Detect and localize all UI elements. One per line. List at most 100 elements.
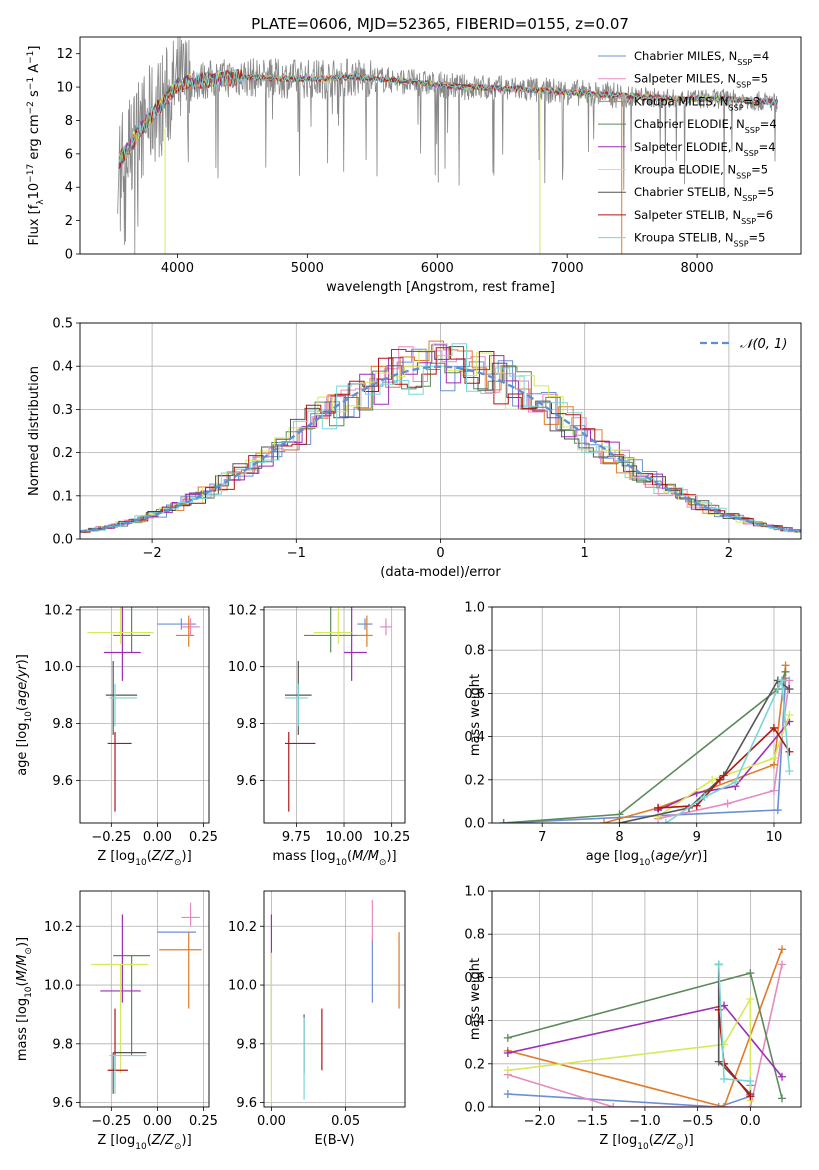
- label-part: )]: [15, 654, 30, 664]
- x-tick-label: −2.0: [524, 1114, 556, 1129]
- y-tick-label: 10.0: [44, 979, 73, 994]
- mass-weight-marker: [615, 810, 624, 819]
- y-tick-label: 0.6: [464, 687, 485, 702]
- x-axis-label: wavelength [Angstrom, rest frame]: [326, 280, 555, 295]
- mass-weight-marker: [503, 1049, 512, 1057]
- label-part: SSP: [729, 103, 744, 112]
- y-tick-label: 0.1: [52, 489, 73, 504]
- label-part: −1: [26, 51, 36, 64]
- x-tick-label: −1.0: [629, 1114, 661, 1129]
- x-tick-label: 5000: [291, 261, 324, 276]
- residual-histogram-panel: −2 −1 0 1 2 0.0 0.1 0.2 0.3 0.4 0.5 (data-model)/er…: [27, 317, 802, 580]
- spectrum-panel: 4000 5000 6000 7000 8000 0 2 4 6 8 10 12 wavelength …: [26, 36, 802, 295]
- x-tick-label: 10.00: [325, 830, 362, 845]
- y-tick-label: 12: [56, 47, 73, 62]
- x-axis-label: Z [log10(Z/Z⊙)]: [97, 1133, 191, 1152]
- label-part: SSP: [745, 126, 760, 135]
- label-part: =3: [744, 94, 761, 108]
- x-tick-label: 0.25: [189, 1114, 218, 1129]
- y-tick-label: 10.0: [228, 979, 257, 994]
- x-tick-label: 7000: [551, 261, 584, 276]
- y-tick-label: 0.0: [464, 1101, 485, 1116]
- mass-weight-marker: [654, 803, 663, 812]
- label-part: erg cm: [27, 114, 42, 163]
- label-part: ]: [27, 46, 42, 51]
- axes-frame: [263, 606, 406, 824]
- label-part: )]: [182, 1133, 192, 1148]
- y-tick-label: 0.8: [464, 928, 485, 943]
- y-tick-label: 0.4: [52, 360, 73, 375]
- label-part: M/M: [352, 849, 379, 864]
- plot-area: [91, 902, 202, 1094]
- x-tick-label: −0.5: [682, 1114, 714, 1129]
- plot-area: [270, 899, 400, 1103]
- label-part: E(B-V): [314, 1133, 354, 1148]
- label-part: 10: [24, 986, 34, 998]
- axes-frame: [491, 890, 802, 1108]
- mass-weight-marker: [700, 793, 709, 802]
- y-tick-label: 0.4: [464, 730, 485, 745]
- plot-area: [87, 607, 200, 812]
- label-part: =5: [751, 163, 768, 177]
- label-part: Salpeter MILES, N: [634, 72, 736, 86]
- x-axis-label: mass [log10(M/M⊙)]: [272, 849, 396, 868]
- y-tick-label: 9.8: [52, 717, 73, 732]
- x-tick-label: 10: [766, 830, 783, 845]
- label-part: age [log: [15, 723, 30, 776]
- axes-frame: [79, 322, 802, 540]
- label-part: 10: [637, 1142, 649, 1152]
- mass-weight-marker: [714, 1103, 723, 1107]
- legend-label: Chabrier ELODIE, NSSP=4: [634, 117, 777, 135]
- label-part: 10: [27, 183, 42, 200]
- y-tick-label: 0.5: [52, 317, 73, 332]
- mass-weight-marker: [778, 1072, 787, 1081]
- label-part: SSP: [744, 148, 759, 157]
- plot-area: [117, 37, 779, 254]
- x-tick-label: 9: [693, 830, 701, 845]
- label-part: Chabrier MILES, N: [634, 49, 737, 63]
- label-part: (: [650, 849, 655, 864]
- mass-vs-ebv-panel: 0.00 0.05 9.6 9.8 10.0 10.2 E(B-V): [228, 890, 406, 1148]
- label-part: ⊙: [676, 1142, 684, 1152]
- label-part: Kroupa STELIB, N: [634, 231, 734, 245]
- y-axis-label: mass [log10(M/M⊙)]: [15, 937, 34, 1061]
- label-part: =6: [756, 208, 773, 222]
- label-part: age/yr: [15, 663, 30, 706]
- x-tick-label: 0.25: [189, 830, 218, 845]
- mass-weight-marker: [715, 775, 724, 784]
- label-part: Z/Z: [151, 849, 175, 864]
- axes-frame: [491, 606, 802, 824]
- label-part: 10: [135, 1142, 147, 1152]
- legend-label: Salpeter ELODIE, NSSP=4: [634, 140, 776, 158]
- label-part: Chabrier ELODIE, N: [634, 117, 745, 131]
- mass-weight-marker: [785, 711, 794, 719]
- mass-weight-marker: [778, 1094, 787, 1103]
- mass-weight-marker: [777, 676, 786, 685]
- label-part: Z/Z: [653, 1133, 677, 1148]
- label-part: =4: [759, 140, 776, 154]
- age-vs-mass-panel: 9.75 10.00 10.25 9.6 9.8 10.0 10.2 mass [log10(…: [228, 603, 410, 868]
- x-tick-label: 8: [615, 830, 623, 845]
- y-tick-label: 10.0: [228, 660, 257, 675]
- y-tick-label: 10.2: [44, 920, 73, 935]
- residual-histogram: [80, 346, 801, 533]
- mass-weight-line: [657, 720, 791, 811]
- mass-weight-marker: [661, 819, 670, 823]
- mass-weight-marker: [731, 777, 740, 786]
- label-part: =5: [749, 231, 766, 245]
- y-tick-label: 0.8: [464, 644, 485, 659]
- x-axis-label: Z [log10(Z/Z⊙)]: [599, 1133, 693, 1152]
- label-part: (: [147, 1133, 152, 1148]
- y-tick-label: 10.0: [44, 660, 73, 675]
- x-tick-label: 2: [725, 546, 733, 561]
- mass-weight-marker: [503, 1033, 512, 1042]
- mass-weight-marker: [609, 1103, 618, 1107]
- residual-histogram: [80, 347, 801, 533]
- label-part: A: [27, 64, 42, 77]
- mass-vs-metallicity-panel: −0.25 0.00 0.259.69.810.010.2Z [log10(Z/Z⊙…: [15, 890, 218, 1152]
- legend-label: Kroupa ELODIE, NSSP=5: [634, 163, 768, 181]
- mass-weight-marker: [785, 676, 794, 685]
- mass-weight-marker: [723, 799, 732, 808]
